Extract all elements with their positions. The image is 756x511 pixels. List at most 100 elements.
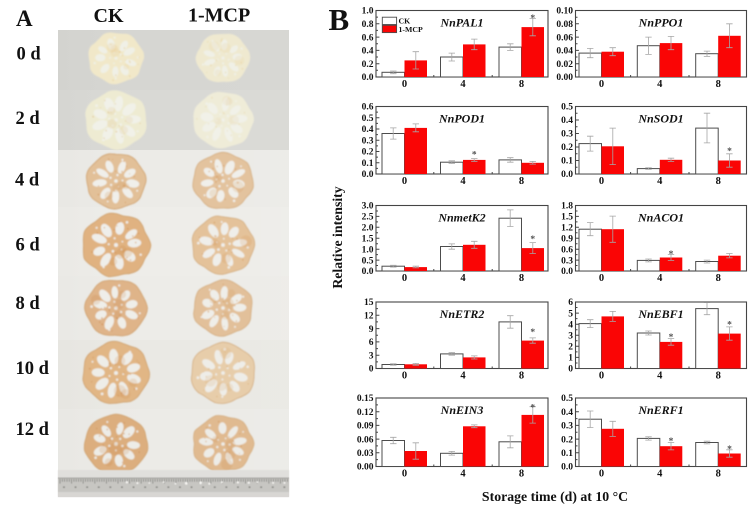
svg-text:NnEBF1: NnEBF1 bbox=[637, 307, 683, 321]
svg-text:4: 4 bbox=[657, 176, 663, 187]
svg-text:1: 1 bbox=[568, 354, 573, 364]
svg-text:8: 8 bbox=[716, 469, 721, 480]
svg-text:0: 0 bbox=[568, 365, 573, 375]
svg-text:8: 8 bbox=[519, 273, 524, 284]
svg-text:1.5: 1.5 bbox=[561, 213, 573, 223]
svg-text:0.5: 0.5 bbox=[362, 114, 374, 124]
svg-text:4 d: 4 d bbox=[15, 171, 40, 191]
svg-text:CK: CK bbox=[399, 17, 411, 26]
svg-text:0.5: 0.5 bbox=[561, 103, 573, 113]
svg-text:0.06: 0.06 bbox=[556, 33, 573, 43]
svg-text:CK: CK bbox=[94, 5, 124, 27]
svg-text:0.0: 0.0 bbox=[362, 73, 374, 83]
svg-text:NnACO1: NnACO1 bbox=[637, 210, 684, 224]
svg-text:0: 0 bbox=[402, 176, 407, 187]
svg-text:0.10: 0.10 bbox=[556, 7, 573, 17]
svg-text:1-MCP: 1-MCP bbox=[399, 25, 423, 34]
svg-text:*: * bbox=[530, 403, 535, 413]
svg-text:5: 5 bbox=[568, 309, 573, 319]
svg-text:0.09: 0.09 bbox=[357, 422, 374, 432]
svg-text:0.0: 0.0 bbox=[561, 267, 573, 277]
svg-text:*: * bbox=[530, 235, 535, 245]
svg-text:0.02: 0.02 bbox=[556, 60, 573, 70]
svg-text:8: 8 bbox=[519, 176, 524, 187]
svg-text:8: 8 bbox=[519, 469, 524, 480]
svg-text:0.1: 0.1 bbox=[561, 449, 573, 459]
svg-text:8: 8 bbox=[519, 79, 524, 90]
svg-text:0: 0 bbox=[402, 371, 407, 382]
svg-text:4: 4 bbox=[460, 273, 466, 284]
svg-text:NnPPO1: NnPPO1 bbox=[638, 15, 684, 29]
svg-text:0.0: 0.0 bbox=[362, 170, 374, 180]
svg-text:0.9: 0.9 bbox=[561, 234, 573, 244]
svg-text:B: B bbox=[329, 2, 350, 37]
svg-text:0.3: 0.3 bbox=[362, 136, 374, 146]
svg-text:0.06: 0.06 bbox=[357, 435, 374, 445]
svg-text:Relative intensity: Relative intensity bbox=[330, 186, 345, 288]
svg-text:0: 0 bbox=[599, 273, 604, 284]
svg-text:8 d: 8 d bbox=[16, 294, 41, 314]
svg-text:3: 3 bbox=[369, 351, 374, 361]
svg-text:8: 8 bbox=[716, 176, 721, 187]
svg-text:8: 8 bbox=[519, 371, 524, 382]
svg-text:9: 9 bbox=[369, 325, 374, 335]
svg-text:0: 0 bbox=[599, 469, 604, 480]
svg-text:0.2: 0.2 bbox=[561, 143, 573, 153]
svg-text:4: 4 bbox=[460, 469, 466, 480]
svg-text:12: 12 bbox=[364, 312, 374, 322]
svg-text:1.2: 1.2 bbox=[561, 224, 573, 234]
svg-text:0: 0 bbox=[402, 79, 407, 90]
svg-text:Storage time (d) at 10 °C: Storage time (d) at 10 °C bbox=[482, 489, 628, 505]
svg-text:0.4: 0.4 bbox=[362, 47, 374, 57]
svg-text:4: 4 bbox=[460, 371, 466, 382]
svg-text:3: 3 bbox=[568, 331, 573, 341]
svg-text:0.08: 0.08 bbox=[556, 20, 573, 30]
svg-text:1.0: 1.0 bbox=[362, 7, 374, 17]
svg-text:0.8: 0.8 bbox=[362, 20, 374, 30]
svg-text:0.3: 0.3 bbox=[561, 422, 573, 432]
svg-text:0: 0 bbox=[599, 371, 604, 382]
svg-text:*: * bbox=[669, 250, 674, 260]
svg-text:12 d: 12 d bbox=[16, 420, 50, 440]
svg-text:0: 0 bbox=[402, 273, 407, 284]
svg-text:NnEIN3: NnEIN3 bbox=[440, 403, 484, 417]
svg-text:0.4: 0.4 bbox=[561, 408, 573, 418]
svg-text:0: 0 bbox=[599, 79, 604, 90]
svg-text:A: A bbox=[16, 6, 33, 31]
svg-text:0: 0 bbox=[599, 176, 604, 187]
svg-text:4: 4 bbox=[460, 176, 466, 187]
svg-text:0: 0 bbox=[402, 469, 407, 480]
svg-text:1.8: 1.8 bbox=[561, 202, 573, 212]
svg-text:8: 8 bbox=[716, 371, 721, 382]
svg-text:0.0: 0.0 bbox=[362, 267, 374, 277]
svg-text:0.15: 0.15 bbox=[357, 394, 374, 404]
svg-text:*: * bbox=[727, 320, 732, 330]
svg-text:6 d: 6 d bbox=[16, 236, 41, 256]
svg-text:3.0: 3.0 bbox=[362, 202, 374, 212]
svg-text:NnSOD1: NnSOD1 bbox=[637, 111, 683, 125]
svg-text:*: * bbox=[727, 445, 732, 455]
svg-text:1.5: 1.5 bbox=[362, 234, 374, 244]
svg-text:2.5: 2.5 bbox=[362, 213, 374, 223]
svg-text:2: 2 bbox=[568, 343, 573, 353]
svg-text:0.2: 0.2 bbox=[362, 60, 374, 70]
svg-text:0.04: 0.04 bbox=[556, 47, 573, 57]
svg-text:10 d: 10 d bbox=[16, 359, 50, 379]
svg-text:0.2: 0.2 bbox=[362, 148, 374, 158]
svg-text:0.5: 0.5 bbox=[561, 394, 573, 404]
svg-text:8: 8 bbox=[716, 79, 721, 90]
svg-text:0.2: 0.2 bbox=[561, 435, 573, 445]
svg-text:0: 0 bbox=[369, 365, 374, 375]
svg-text:0.6: 0.6 bbox=[362, 33, 374, 43]
svg-text:0.03: 0.03 bbox=[357, 449, 374, 459]
svg-text:NnPOD1: NnPOD1 bbox=[438, 111, 485, 125]
svg-text:6: 6 bbox=[568, 298, 573, 308]
svg-text:0.5: 0.5 bbox=[362, 256, 374, 266]
svg-text:*: * bbox=[669, 437, 674, 447]
svg-text:0.0: 0.0 bbox=[561, 463, 573, 473]
svg-text:NnmetK2: NnmetK2 bbox=[437, 210, 485, 224]
svg-text:*: * bbox=[530, 328, 535, 338]
svg-text:8: 8 bbox=[716, 273, 721, 284]
svg-text:4: 4 bbox=[657, 79, 663, 90]
svg-text:NnPAL1: NnPAL1 bbox=[439, 15, 483, 29]
